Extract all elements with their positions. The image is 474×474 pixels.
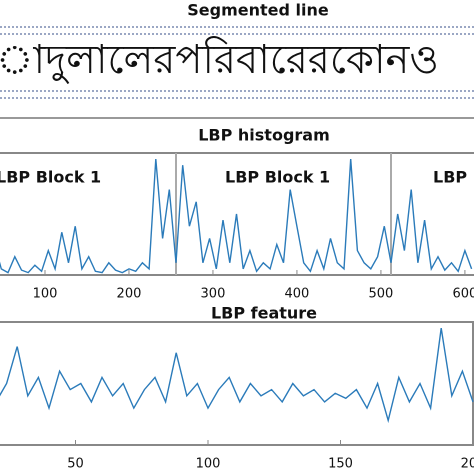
x-tick-label: 600: [452, 287, 474, 302]
axes-box: [0, 152, 474, 276]
block-label: LBP: [433, 168, 467, 187]
segment-title: Segmented line: [187, 1, 329, 20]
x-tick-label: 150: [328, 457, 353, 472]
block-label: LBP Block 1: [0, 168, 101, 187]
x-tick-label: 200: [117, 287, 142, 302]
block-label: LBP Block 1: [225, 168, 330, 187]
chart-title: LBP histogram: [198, 126, 330, 145]
x-tick-label: 50: [67, 457, 84, 472]
x-tick-label: 400: [285, 287, 310, 302]
data-line: [0, 327, 474, 424]
segment-text: াদুলালেরপরিবারেরকোনও: [0, 36, 439, 84]
chart-title: LBP feature: [211, 304, 317, 323]
x-tick-label: 300: [201, 287, 226, 302]
data-line: [0, 159, 473, 274]
x-tick-label: 200: [461, 457, 474, 472]
x-tick-label: 100: [33, 287, 58, 302]
x-tick-label: 500: [369, 287, 394, 302]
x-tick-label: 100: [196, 457, 221, 472]
